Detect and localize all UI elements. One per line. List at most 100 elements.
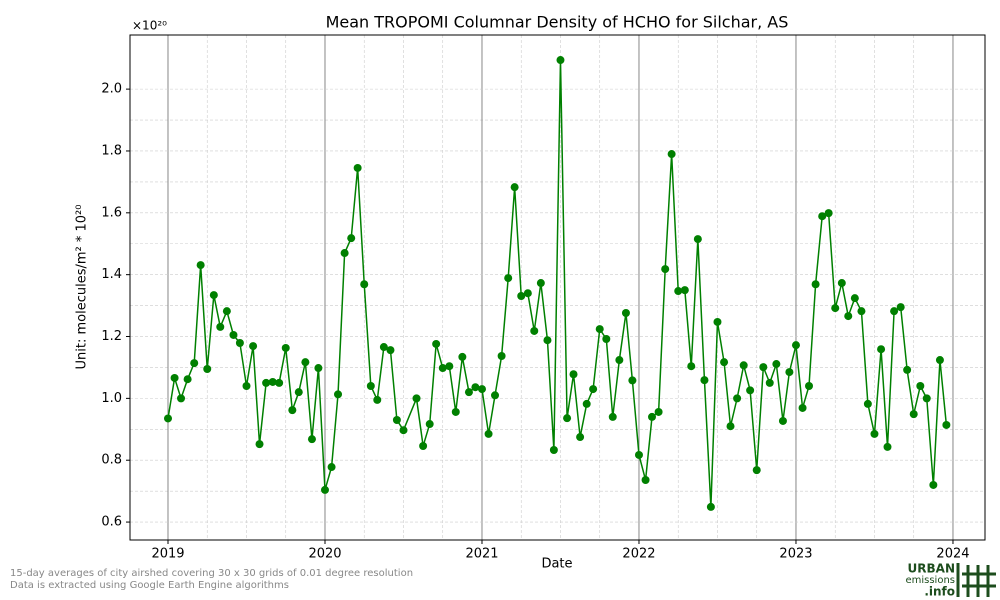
y-tick-label: 1.4 — [101, 267, 122, 282]
data-point — [863, 399, 872, 408]
data-point — [576, 433, 585, 442]
data-point — [654, 407, 663, 416]
data-point — [818, 212, 827, 221]
data-point — [432, 339, 441, 348]
data-point — [831, 304, 840, 313]
data-point — [563, 414, 572, 423]
logo-text: emissions — [905, 575, 955, 586]
data-point — [536, 279, 545, 288]
data-point — [687, 362, 696, 371]
data-point — [419, 441, 428, 450]
x-tick-label: 2020 — [308, 547, 341, 562]
data-point — [235, 339, 244, 348]
data-point — [196, 261, 205, 270]
data-point — [883, 442, 892, 451]
data-point — [353, 163, 362, 172]
y-tick-label: 1.8 — [101, 143, 122, 158]
data-point — [209, 291, 218, 300]
data-point — [648, 412, 657, 421]
data-point — [307, 435, 316, 444]
data-point — [360, 280, 369, 289]
data-point — [595, 325, 604, 334]
data-point — [791, 341, 800, 350]
data-point — [713, 317, 722, 326]
data-point — [491, 391, 500, 400]
plot-frame — [129, 34, 986, 541]
x-tick-label: 2022 — [622, 547, 655, 562]
data-point — [661, 265, 670, 274]
y-tick-label: 2.0 — [101, 82, 122, 97]
data-point — [458, 352, 467, 361]
data-point — [837, 279, 846, 288]
data-point — [366, 381, 375, 390]
logo: URBAN emissions .info — [905, 562, 996, 599]
data-point — [935, 356, 944, 365]
data-point — [262, 378, 271, 387]
data-point — [726, 422, 735, 431]
data-point — [340, 249, 349, 258]
data-point — [909, 410, 918, 419]
data-point — [268, 377, 277, 386]
data-point — [445, 362, 454, 371]
data-point — [471, 383, 480, 392]
data-point — [693, 235, 702, 244]
y-tick-label: 0.8 — [101, 453, 122, 468]
data-point — [857, 307, 866, 316]
data-point — [608, 412, 617, 421]
data-line — [167, 60, 948, 507]
data-point — [216, 322, 225, 331]
data-point — [497, 351, 506, 360]
data-point — [667, 150, 676, 159]
data-point — [183, 375, 192, 384]
data-point — [634, 450, 643, 459]
data-point — [510, 183, 519, 192]
data-point — [275, 378, 284, 387]
data-point — [850, 294, 859, 303]
data-point — [222, 307, 231, 316]
data-point — [929, 480, 938, 489]
data-point — [249, 342, 258, 351]
data-point — [294, 388, 303, 397]
data-point — [896, 303, 905, 312]
data-point — [549, 446, 558, 455]
data-point — [163, 414, 172, 423]
data-point — [314, 364, 323, 373]
data-point — [844, 312, 853, 321]
logo-icon — [956, 563, 996, 597]
data-point — [720, 358, 729, 367]
data-point — [464, 388, 473, 397]
data-point — [320, 485, 329, 494]
data-point — [477, 385, 486, 394]
data-point — [706, 502, 715, 511]
logo-text: URBAN — [908, 562, 955, 576]
data-point — [177, 394, 186, 403]
data-point — [334, 390, 343, 399]
data-point — [877, 345, 886, 354]
data-point — [602, 334, 611, 343]
data-point — [190, 359, 199, 368]
data-point — [438, 364, 447, 373]
data-point — [752, 466, 761, 475]
data-point — [824, 209, 833, 218]
x-tick-label: 2024 — [936, 547, 969, 562]
data-point — [942, 420, 951, 429]
data-point — [785, 368, 794, 377]
data-point — [772, 360, 781, 369]
x-tick-label: 2023 — [779, 547, 812, 562]
y-tick-label: 0.6 — [101, 515, 122, 530]
data-point — [615, 356, 624, 365]
data-point — [680, 286, 689, 295]
data-point — [301, 358, 310, 367]
data-point — [811, 280, 820, 289]
data-point — [582, 399, 591, 408]
data-point — [890, 307, 899, 316]
data-point — [484, 429, 493, 438]
y-tick-label: 1.2 — [101, 329, 122, 344]
data-point — [543, 336, 552, 345]
data-point — [386, 346, 395, 355]
data-point — [589, 385, 598, 394]
footnote: 15-day averages of city airshed covering… — [10, 568, 413, 579]
data-point — [700, 376, 709, 385]
data-point — [412, 394, 421, 403]
